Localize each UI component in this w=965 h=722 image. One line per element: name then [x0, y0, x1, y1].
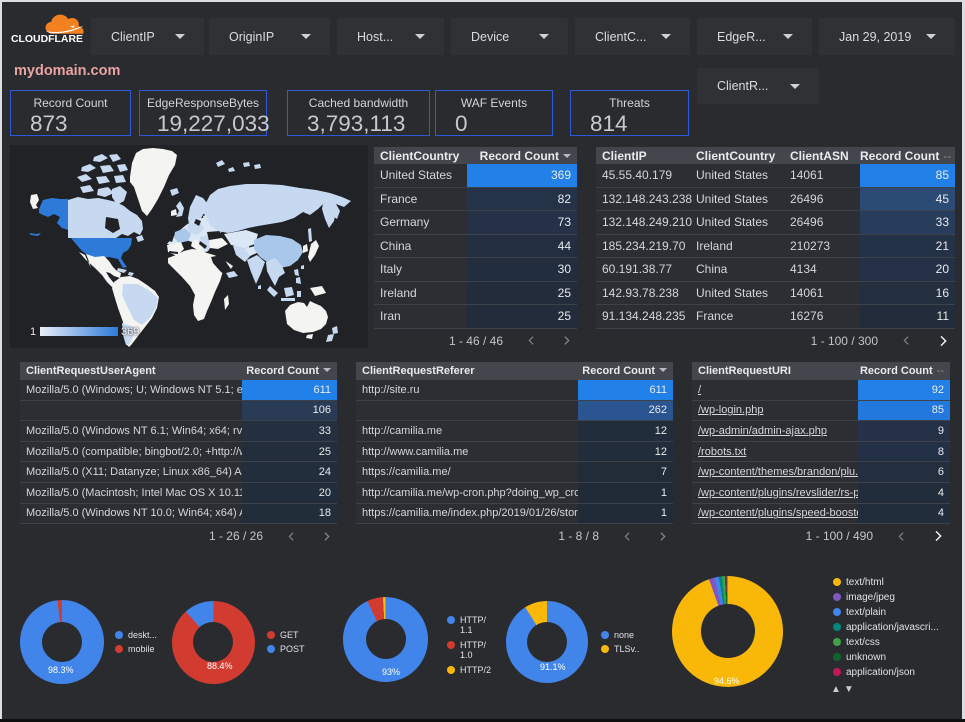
svg-text:CLOUDFLARE: CLOUDFLARE — [11, 34, 83, 44]
